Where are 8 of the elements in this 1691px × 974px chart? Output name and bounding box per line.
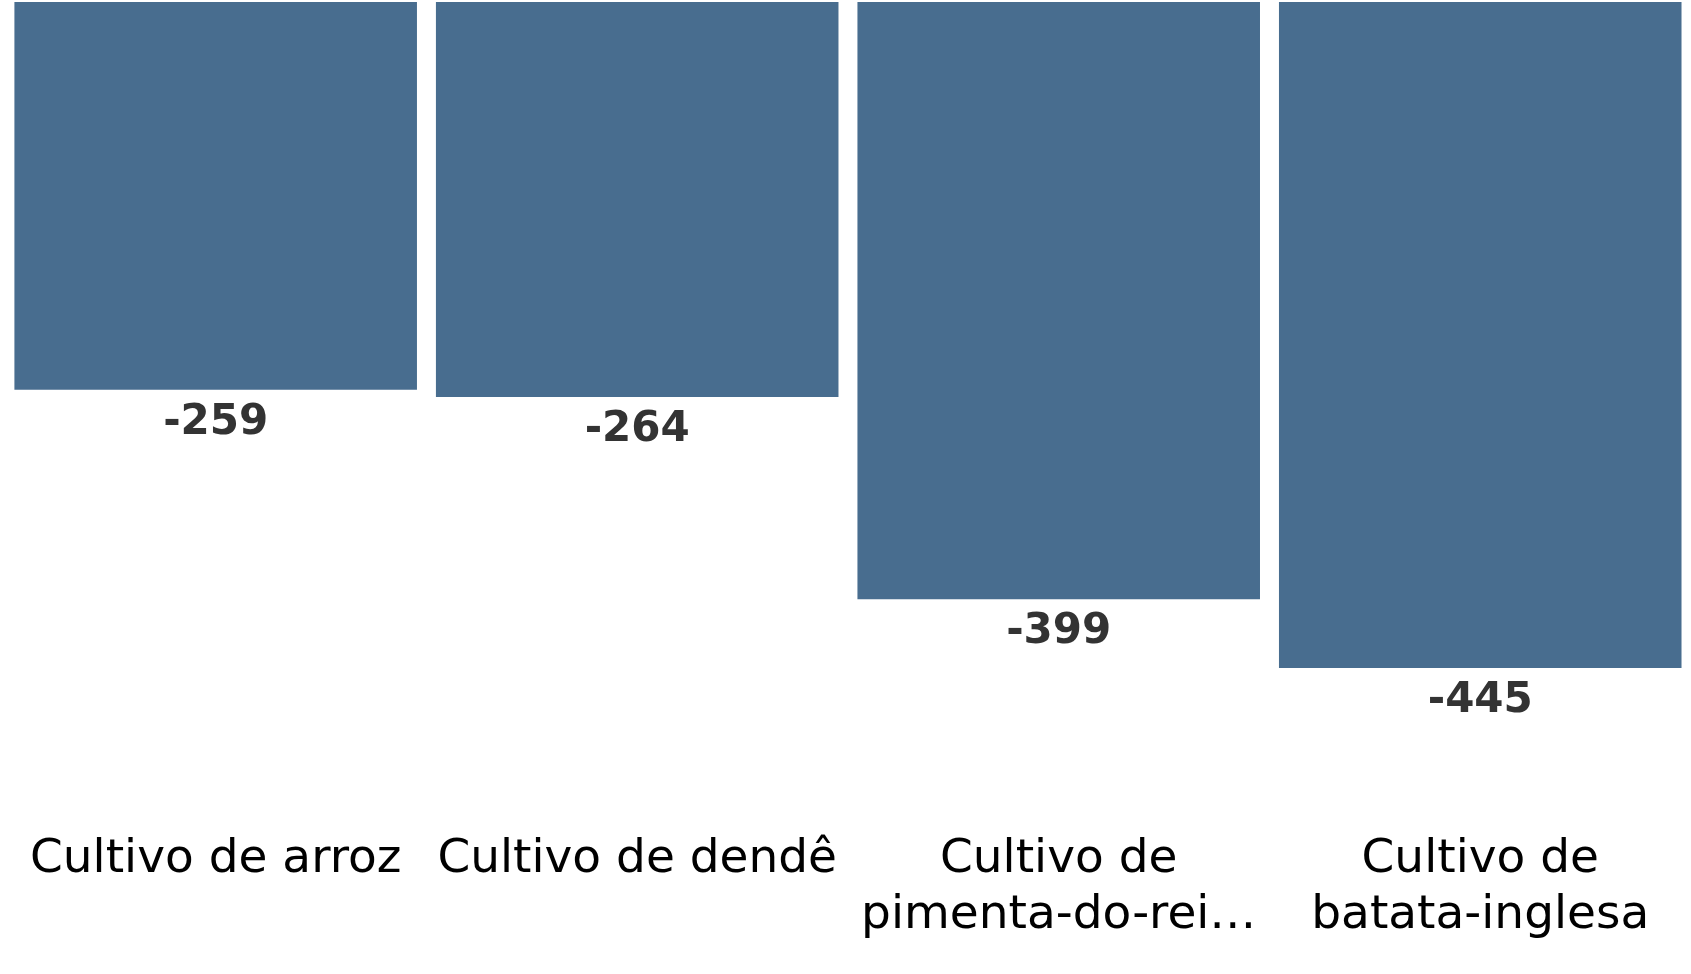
data-label: -445 (1427, 672, 1533, 722)
x-tick-label: Cultivo de dendê (437, 827, 838, 883)
x-tick-label: Cultivo de pimenta-do-rei… (861, 827, 1257, 939)
data-label: -259 (163, 394, 269, 444)
data-label: -264 (584, 402, 690, 452)
x-tick-label: Cultivo de batata-inglesa (1311, 827, 1650, 939)
x-tick-label: Cultivo de arroz (29, 827, 402, 883)
data-label: -399 (1006, 604, 1112, 654)
